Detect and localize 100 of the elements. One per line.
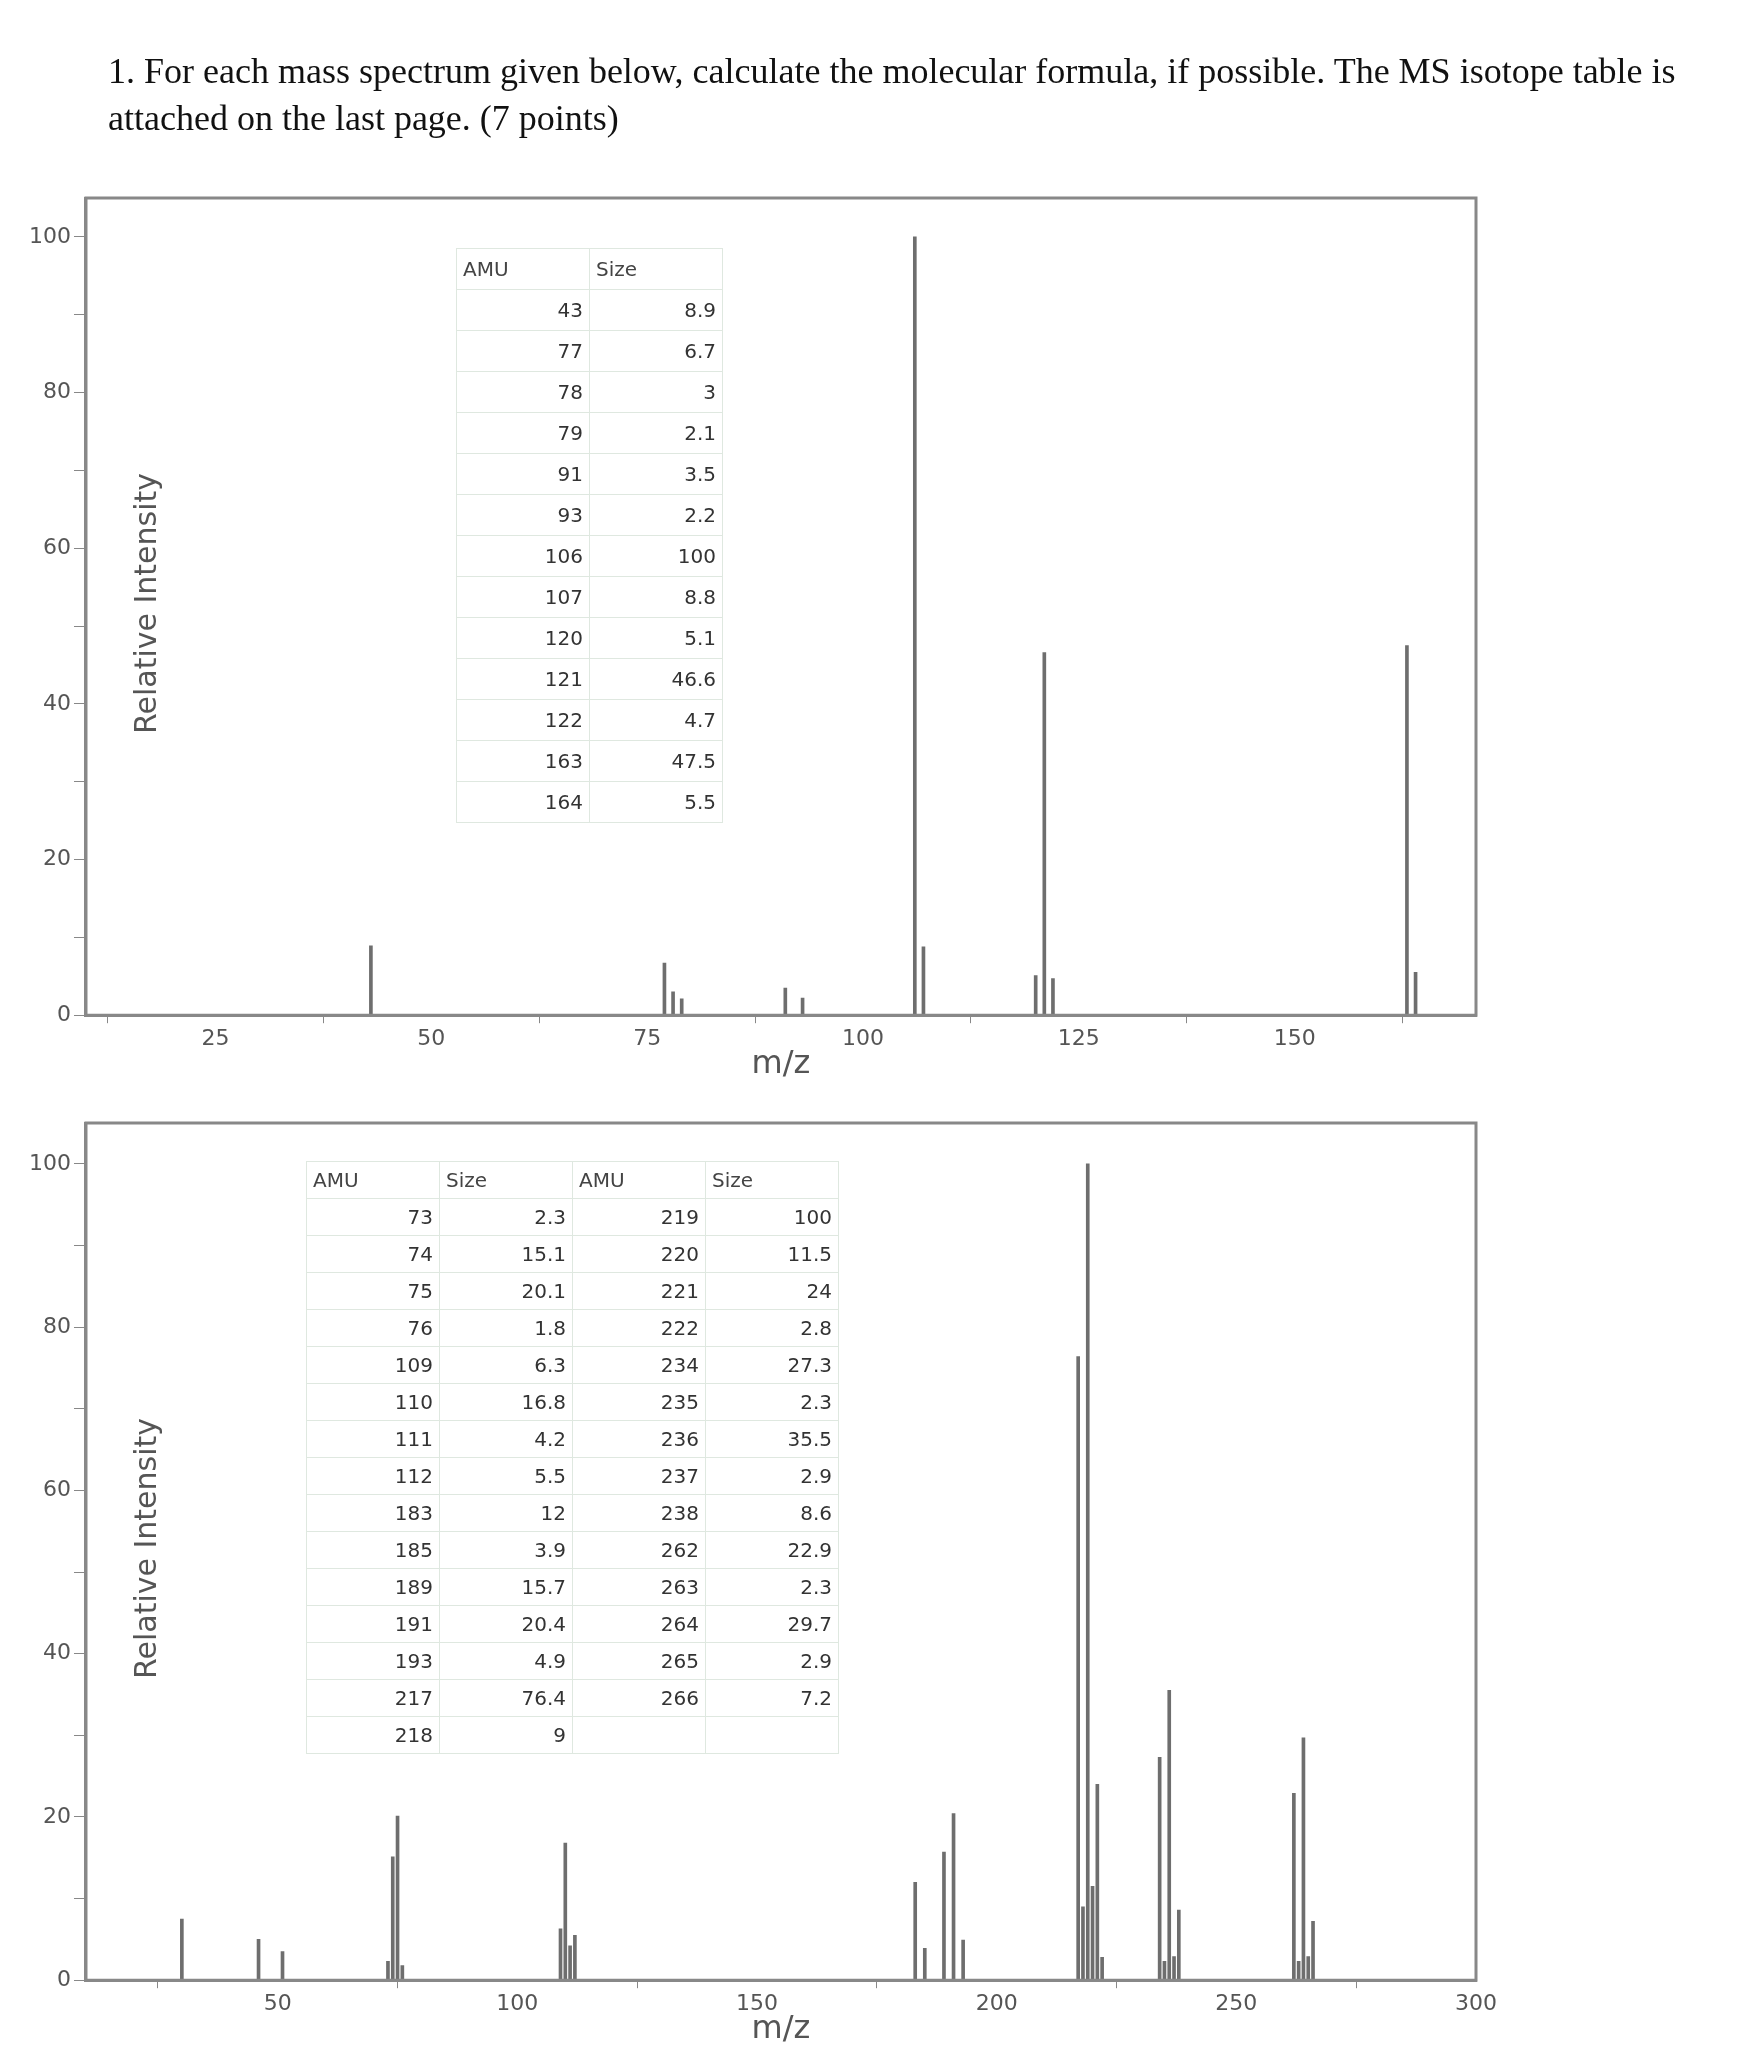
bar: [1405, 645, 1409, 1016]
annotation: 106: [456, 535, 590, 577]
annotation: 76.4: [439, 1679, 573, 1717]
y-tick-label: 100: [28, 222, 71, 248]
annotation: 77: [456, 330, 590, 372]
annotation: 262: [572, 1531, 706, 1569]
chart-title: 1. For each mass spectrum given below, calculate the molecular formula, if possible. The MS isotope table is attached on the last page. (7 points): [108, 50, 1677, 140]
annotation: AMU: [456, 248, 590, 290]
annotation: 266: [572, 1679, 706, 1717]
annotation: 219: [572, 1198, 706, 1236]
annotation: 6.7: [589, 330, 723, 372]
y-tick-label: 0: [56, 1965, 71, 1991]
annotation: 35.5: [705, 1420, 839, 1458]
bar: [1292, 1792, 1296, 1981]
annotation: 110: [306, 1383, 440, 1421]
annotation: 191: [306, 1605, 440, 1643]
x-tick-label: 150: [1273, 1025, 1316, 1051]
bar: [922, 1948, 927, 1981]
y-tick-label: 20: [42, 1802, 71, 1828]
annotation: 100: [705, 1198, 839, 1236]
annotation: 185: [306, 1531, 440, 1569]
x-tick-label: 200: [975, 1990, 1018, 2016]
annotation: 5.1: [589, 617, 723, 659]
annotation: AMU: [306, 1161, 440, 1199]
bar: [1085, 1163, 1090, 1981]
annotation: AMU: [572, 1161, 706, 1199]
annotation: 235: [572, 1383, 706, 1421]
y-tick-label: 100: [28, 1149, 71, 1175]
annotation: 222: [572, 1309, 706, 1347]
annotation: 46.6: [589, 658, 723, 700]
annotation: 193: [306, 1642, 440, 1680]
annotation: 22.9: [705, 1531, 839, 1569]
annotation: 20.4: [439, 1605, 573, 1643]
annotation: 264: [572, 1605, 706, 1643]
annotation: 265: [572, 1642, 706, 1680]
annotation: 8.6: [705, 1494, 839, 1532]
y-tick-label: 40: [42, 689, 71, 715]
annotation: 109: [306, 1346, 440, 1384]
x-axis-title: m/z: [751, 1043, 811, 1082]
annotation: 121: [456, 658, 590, 700]
annotation: 74: [306, 1235, 440, 1273]
annotation: 4.9: [439, 1642, 573, 1680]
annotation: 238: [572, 1494, 706, 1532]
y-tick-label: 60: [42, 533, 71, 559]
y-tick-label: 40: [42, 1639, 71, 1665]
annotation: 237: [572, 1457, 706, 1495]
bar: [563, 1842, 568, 1981]
annotation: 236: [572, 1420, 706, 1458]
y-tick-label: 0: [56, 1000, 71, 1026]
x-tick-label: 100: [842, 1025, 885, 1051]
annotation: 20.1: [439, 1272, 573, 1310]
annotation: 43: [456, 289, 590, 331]
annotation: 107: [456, 576, 590, 618]
x-tick-label: 100: [496, 1990, 539, 2016]
annotation: 218: [306, 1716, 440, 1754]
x-tick-label: 75: [633, 1025, 662, 1051]
annotation: Size: [705, 1161, 839, 1199]
bar: [913, 1881, 918, 1981]
annotation: 3: [589, 371, 723, 413]
bar: [1033, 975, 1038, 1016]
annotation: 78: [456, 371, 590, 413]
annotation: 163: [456, 740, 590, 782]
x-tick-label: 300: [1455, 1990, 1497, 2016]
bar: [180, 1918, 184, 1981]
annotation: 183: [306, 1494, 440, 1532]
annotation: 4.2: [439, 1420, 573, 1458]
y-tick-label: 80: [42, 1312, 71, 1338]
bar: [369, 945, 373, 1016]
annotation: 91: [456, 453, 590, 495]
bar: [1051, 978, 1055, 1016]
annotation: Size: [439, 1161, 573, 1199]
annotation: 112: [306, 1457, 440, 1495]
annotation: 9: [439, 1716, 573, 1754]
annotation: 4.7: [589, 699, 723, 741]
bar: [783, 987, 788, 1016]
annotation: 122: [456, 699, 590, 741]
x-tick-label: 50: [263, 1990, 292, 2016]
bar: [679, 998, 684, 1016]
bar: [1042, 652, 1047, 1016]
y-tick-label: 20: [42, 845, 71, 871]
bar: [671, 991, 675, 1016]
annotation: 220: [572, 1235, 706, 1273]
annotation: 12: [439, 1494, 573, 1532]
annotation: 24: [705, 1272, 839, 1310]
y-tick-label: 60: [42, 1476, 71, 1502]
bar: [1167, 1690, 1172, 1981]
annotation: 3.9: [439, 1531, 573, 1569]
annotation: 47.5: [589, 740, 723, 782]
bar: [942, 1851, 946, 1981]
annotation: 93: [456, 494, 590, 536]
annotation: 5.5: [589, 781, 723, 823]
annotation: 76: [306, 1309, 440, 1347]
x-tick-label: 50: [417, 1025, 446, 1051]
annotation: 73: [306, 1198, 440, 1236]
annotation: 8.9: [589, 289, 723, 331]
annotation: 217: [306, 1679, 440, 1717]
annotation: 15.1: [439, 1235, 573, 1273]
x-tick-label: 250: [1215, 1990, 1258, 2016]
annotation: 221: [572, 1272, 706, 1310]
annotation: 2.9: [705, 1457, 839, 1495]
